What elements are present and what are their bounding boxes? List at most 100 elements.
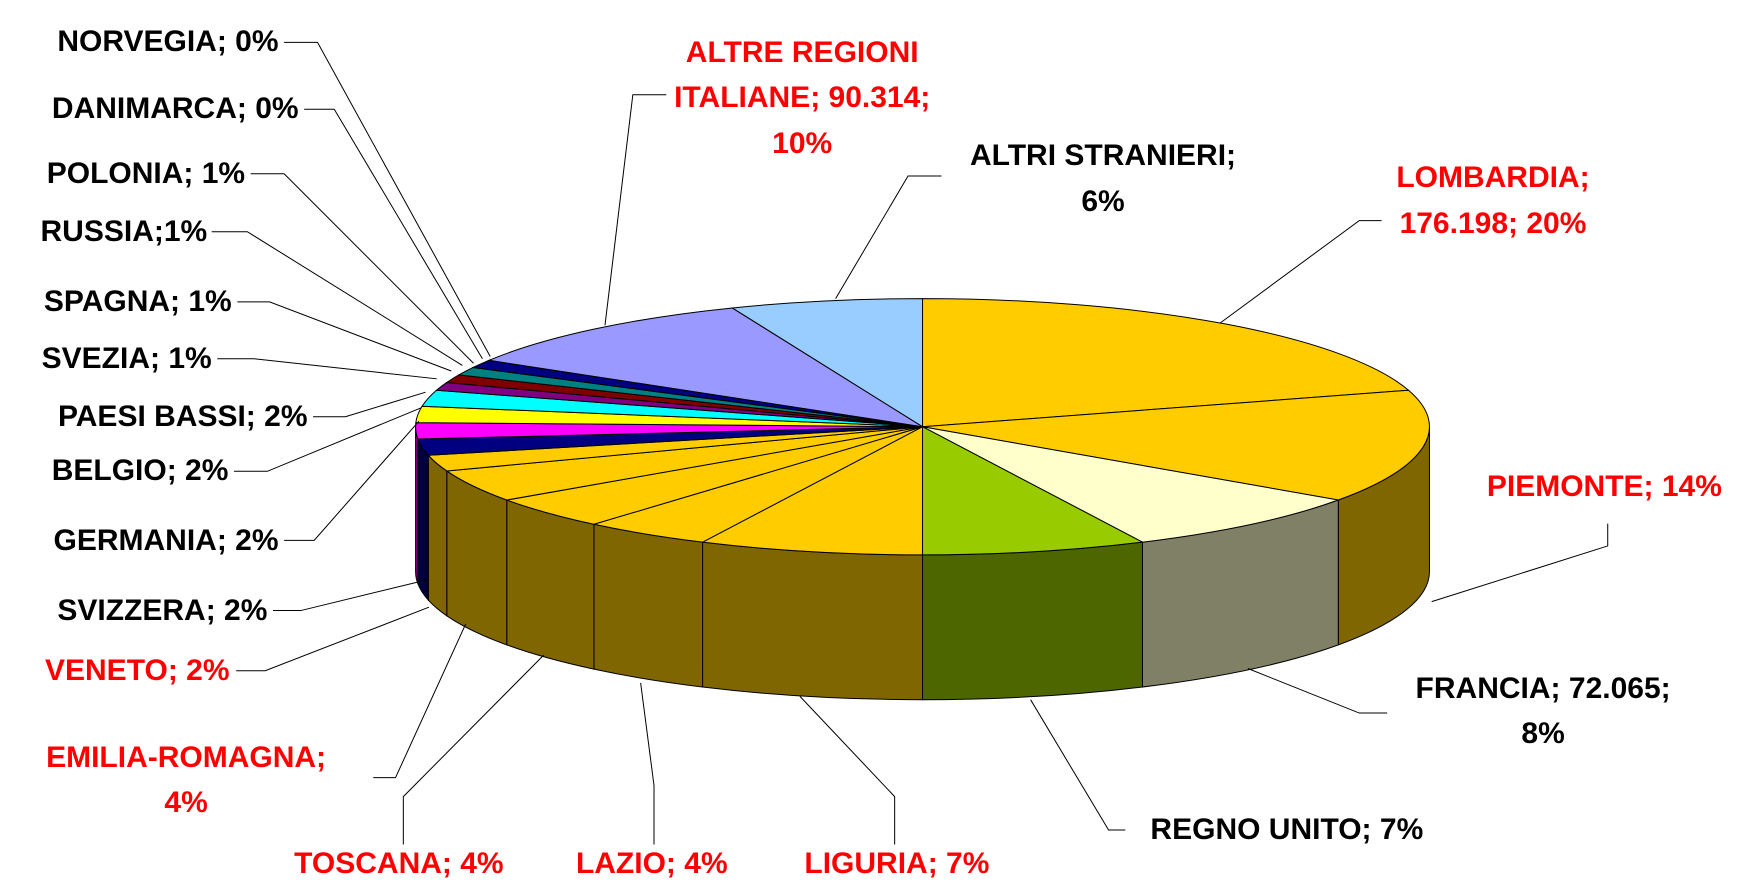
value-label: 2% xyxy=(264,399,308,433)
category-label: RUSSIA; xyxy=(40,214,164,248)
leader-line xyxy=(1219,220,1382,324)
value-label: 14% xyxy=(1661,470,1722,504)
data-label: LOMBARDIA; 176.198; 20% xyxy=(1396,155,1589,246)
data-label: SVIZZERA; 2% xyxy=(57,588,267,634)
category-label: SVIZZERA; xyxy=(57,593,216,627)
pie-slice xyxy=(730,298,924,428)
category-label: LAZIO; xyxy=(575,846,676,880)
leader-line xyxy=(1247,668,1388,714)
category-label: PAESI BASSI; xyxy=(57,399,256,433)
pie-slice xyxy=(922,426,1341,543)
leader-line xyxy=(640,682,655,845)
value-label: 1% xyxy=(201,156,246,190)
pie-slice-side xyxy=(593,523,704,688)
category-label: REGNO UNITO; xyxy=(1150,813,1372,847)
value-label: 1% xyxy=(163,214,208,248)
data-label: FRANCIA; 72.065; 8% xyxy=(1398,666,1688,757)
data-label: BELGIO; 2% xyxy=(52,448,229,494)
value-label: 176.198; 20% xyxy=(1399,207,1587,241)
data-label: TOSCANA; 4% xyxy=(294,841,503,886)
leader-line xyxy=(284,420,420,541)
value-label: 7% xyxy=(946,846,990,880)
data-label: ALTRE REGIONI ITALIANE; 90.314; 10% xyxy=(674,30,930,167)
data-label: PAESI BASSI; 2% xyxy=(58,394,308,440)
leader-line xyxy=(1030,699,1126,831)
pie-slice-side xyxy=(427,453,448,617)
data-label: LAZIO; 4% xyxy=(576,841,728,886)
data-label: ALTRI STRANIERI; 6% xyxy=(961,133,1245,224)
value-label: 2% xyxy=(224,593,268,627)
category-label: GERMANIA; xyxy=(53,523,227,557)
value-label: 4% xyxy=(684,846,728,880)
data-label: POLONIA; 1% xyxy=(47,151,245,197)
leader-line xyxy=(250,173,474,364)
data-label: LIGURIA; 7% xyxy=(804,841,989,886)
value-label: 0% xyxy=(235,25,279,59)
pie-slice xyxy=(487,307,923,428)
category-label: VENETO; xyxy=(45,653,178,687)
value-label: 6% xyxy=(1081,184,1125,218)
value-label: 72.065; 8% xyxy=(1521,671,1671,751)
leader-line xyxy=(217,358,437,380)
category-label: SVEZIA; xyxy=(41,341,160,375)
value-label: 1% xyxy=(168,341,212,375)
leader-line xyxy=(604,94,667,326)
category-label: POLONIA; xyxy=(46,156,194,190)
value-label: 2% xyxy=(185,454,229,488)
category-label: LOMBARDIA; xyxy=(1396,161,1590,195)
pie-slice-side xyxy=(702,541,924,701)
category-label: SPAGNA; xyxy=(43,285,181,319)
leader-line xyxy=(284,41,491,357)
leader-line xyxy=(233,407,422,472)
pie-slice-side xyxy=(506,499,595,670)
pie-slice xyxy=(700,425,924,556)
data-label: NORVEGIA; 0% xyxy=(57,19,278,65)
value-label: 4% xyxy=(460,846,504,880)
category-label: NORVEGIA; xyxy=(57,25,227,59)
category-label: FRANCIA; xyxy=(1415,671,1561,705)
value-label: 1% xyxy=(188,285,232,319)
pie-slice-side xyxy=(922,541,1143,701)
pie-slice xyxy=(922,425,1145,556)
data-label: VENETO; 2% xyxy=(45,648,230,694)
leader-line xyxy=(304,108,483,360)
category-label: ALTRE REGIONI ITALIANE; xyxy=(674,35,919,115)
category-label: DANIMARCA; xyxy=(51,92,247,126)
leader-line xyxy=(211,231,463,366)
category-label: EMILIA-ROMAGNA; xyxy=(46,740,327,774)
value-label: 4% xyxy=(164,786,208,820)
leader-line xyxy=(1431,523,1609,603)
leader-line xyxy=(835,175,942,299)
pie-slice-side xyxy=(417,438,429,602)
data-label: REGNO UNITO; 7% xyxy=(1150,807,1423,853)
leader-line xyxy=(313,391,426,418)
pie-slice xyxy=(922,389,1430,501)
pie-slice xyxy=(922,298,1410,428)
data-label: EMILIA-ROMAGNA; 4% xyxy=(30,735,342,826)
leader-line xyxy=(237,301,452,372)
leader-line xyxy=(373,623,467,779)
value-label: 2% xyxy=(235,523,279,557)
category-label: LIGURIA; xyxy=(804,846,938,880)
category-label: PIEMONTE; xyxy=(1486,470,1654,504)
leader-line xyxy=(236,606,430,672)
value-label: 0% xyxy=(255,92,299,126)
pie-slice-side xyxy=(415,426,419,585)
data-label: DANIMARCA; 0% xyxy=(52,86,299,132)
value-label: 2% xyxy=(186,653,230,687)
category-label: ALTRI STRANIERI; xyxy=(969,139,1237,173)
data-label: PIEMONTE; 14% xyxy=(1487,464,1722,510)
value-label: 7% xyxy=(1379,813,1424,847)
leader-line xyxy=(272,578,430,612)
data-label: SPAGNA; 1% xyxy=(44,279,232,325)
data-label: RUSSIA;1% xyxy=(41,209,208,255)
data-label: GERMANIA; 2% xyxy=(54,518,279,564)
data-label: SVEZIA; 1% xyxy=(42,336,212,382)
leader-line xyxy=(402,654,545,845)
value-label: 90.314; 10% xyxy=(772,81,931,160)
leader-line xyxy=(799,696,896,845)
category-label: TOSCANA; xyxy=(294,846,452,880)
category-label: BELGIO; xyxy=(51,454,177,488)
